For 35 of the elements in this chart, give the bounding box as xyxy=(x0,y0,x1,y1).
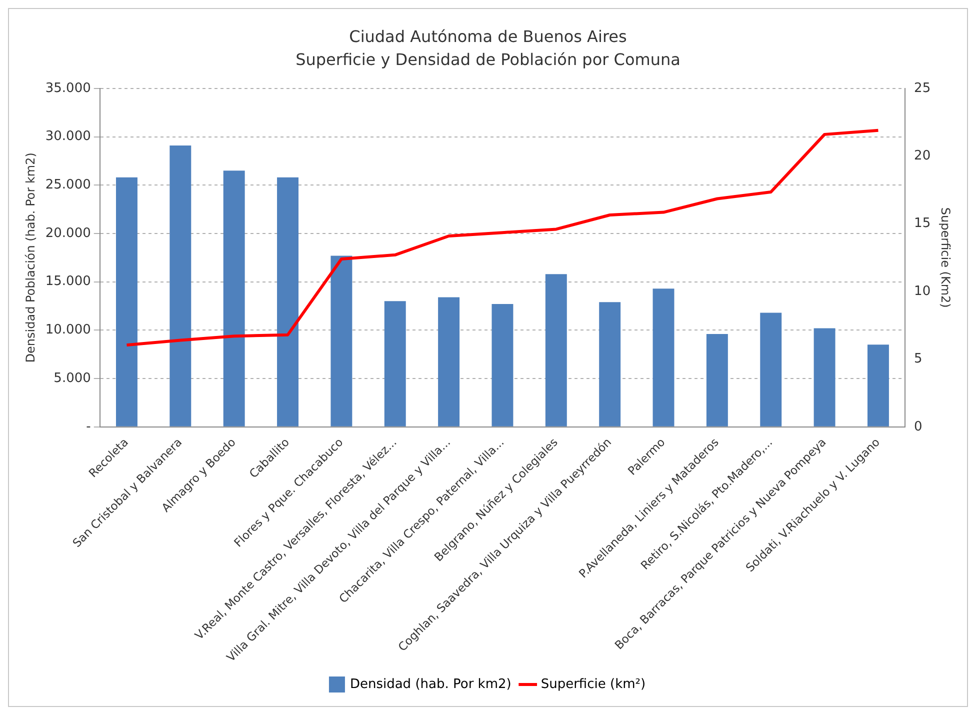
y-axis-title: Densidad Población (hab. Por km2) xyxy=(23,152,38,363)
y-tick-label: 5.000 xyxy=(54,370,91,386)
bar xyxy=(652,288,674,426)
bar xyxy=(814,328,836,426)
y-tick-label: 35.000 xyxy=(45,80,91,96)
bar xyxy=(599,302,621,426)
bar xyxy=(116,177,138,426)
legend-label: Densidad (hab. Por km2) xyxy=(350,676,512,692)
legend-label: Superficie (km²) xyxy=(540,676,646,692)
bar xyxy=(438,297,460,426)
y2-axis-title: Superficie (Km2) xyxy=(938,207,953,308)
bar xyxy=(223,170,245,426)
bar xyxy=(384,301,406,426)
bar xyxy=(760,312,782,426)
chart-subtitle: Superficie y Densidad de Población por Comuna xyxy=(296,50,680,69)
bar xyxy=(867,344,889,426)
y2-tick-label: 0 xyxy=(914,419,922,434)
y-tick-label: 20.000 xyxy=(45,226,91,241)
bar xyxy=(545,274,567,426)
bar xyxy=(706,334,728,426)
y-tick-label: 25.000 xyxy=(45,177,91,192)
y-tick-label: 15.000 xyxy=(45,274,91,290)
y-tick-label: - xyxy=(86,419,92,434)
y2-tick-label: 15 xyxy=(914,216,931,232)
bar xyxy=(330,256,352,426)
y-tick-label: 10.000 xyxy=(45,322,91,338)
bar xyxy=(170,145,192,426)
bar xyxy=(277,177,298,426)
y2-tick-label: 25 xyxy=(914,80,931,96)
chart-title: Ciudad Autónoma de Buenos Aires xyxy=(349,26,627,46)
y2-tick-label: 5 xyxy=(914,352,922,367)
bar xyxy=(492,304,514,426)
y2-tick-label: 20 xyxy=(914,148,931,164)
y-tick-label: 30.000 xyxy=(45,129,91,144)
y2-tick-label: 10 xyxy=(914,284,931,299)
